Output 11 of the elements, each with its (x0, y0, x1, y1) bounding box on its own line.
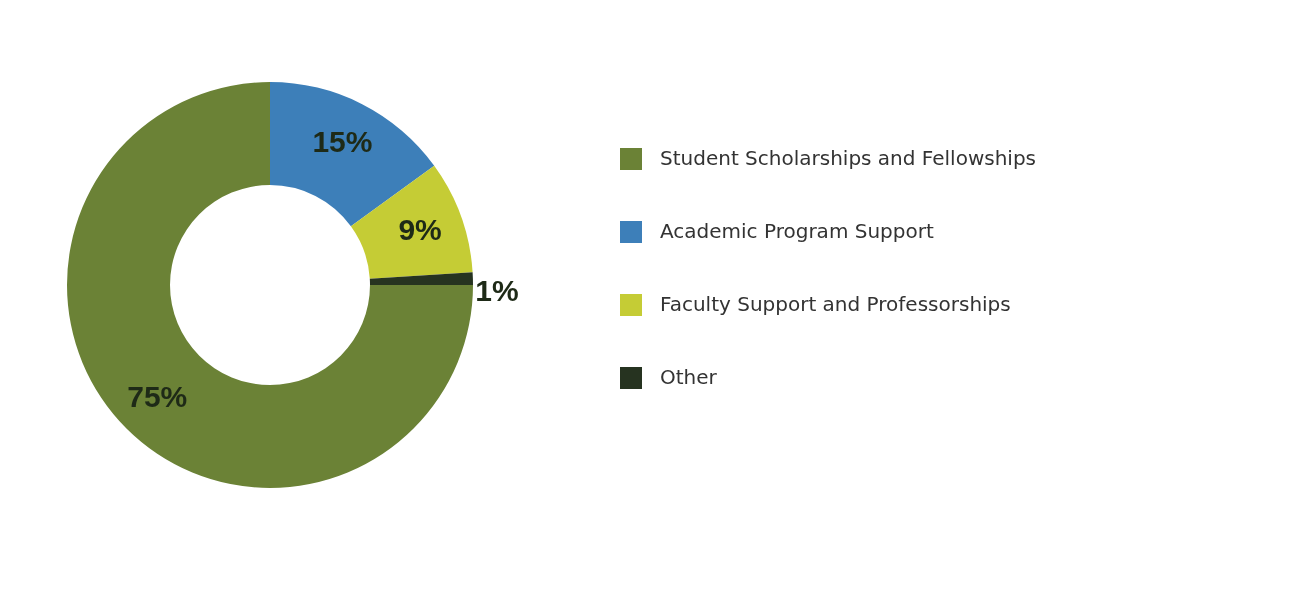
donut-slice (67, 82, 473, 488)
legend-label: Other (660, 365, 718, 389)
legend-label: Academic Program Support (660, 219, 934, 243)
data-label: 15% (312, 124, 373, 158)
donut-slice (350, 165, 473, 279)
legend-label: Student Scholarships and Fellowships (660, 146, 1037, 170)
data-label: 75% (127, 379, 188, 413)
data-label: 1% (475, 274, 519, 308)
legend-label: Faculty Support and Professorships (660, 292, 1011, 316)
data-label: 9% (398, 212, 442, 246)
donut-slice (369, 272, 473, 285)
